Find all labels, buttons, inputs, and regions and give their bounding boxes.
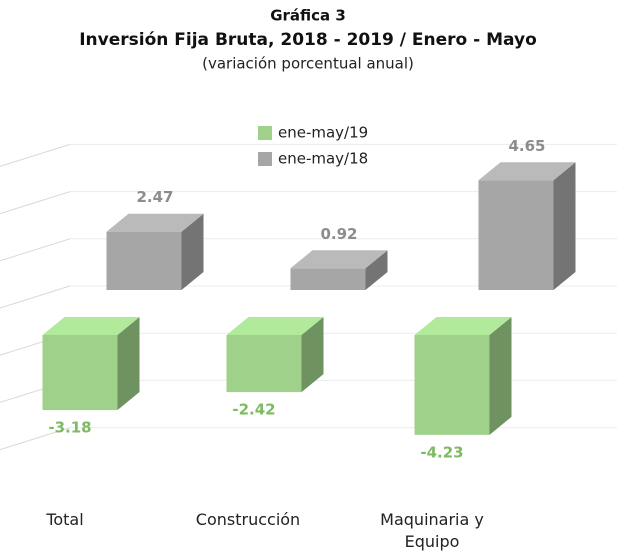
value-label: 0.92: [320, 225, 357, 243]
bar-top: [290, 250, 388, 269]
bar: [290, 268, 366, 290]
x-tick-label: Total: [46, 510, 84, 529]
bar-top: [42, 317, 140, 335]
bar-top: [226, 317, 324, 335]
bar-top: [478, 162, 576, 181]
bar-side: [117, 317, 140, 411]
grid-line: [0, 427, 71, 451]
grid-line: [0, 238, 71, 262]
bar: [478, 180, 554, 290]
value-label: 2.47: [136, 188, 173, 206]
bar-side: [301, 317, 324, 393]
value-label: -2.42: [232, 401, 275, 419]
bar-side: [489, 317, 512, 435]
grid-line: [0, 285, 71, 309]
bar-side: [553, 162, 576, 290]
bar-side: [181, 213, 204, 290]
bar: [414, 335, 490, 435]
value-label: 4.65: [508, 137, 545, 155]
value-label: -4.23: [420, 443, 463, 461]
chart-title: Gráfica 3: [270, 7, 346, 25]
x-tick-label: Construcción: [195, 510, 301, 529]
x-tick-label: Maquinaria y Equipo: [380, 510, 484, 551]
value-label: -3.18: [48, 419, 91, 437]
grid-line: [0, 143, 71, 167]
legend-label: ene-may/19: [278, 124, 368, 142]
bar-top: [106, 213, 204, 232]
legend-swatch: [258, 126, 272, 140]
chart-note: (variación porcentual anual): [202, 55, 414, 73]
bar: [42, 335, 118, 411]
legend-label: ene-may/18: [278, 150, 368, 168]
bar-top: [414, 317, 512, 335]
chart-subtitle: Inversión Fija Bruta, 2018 - 2019 / Ener…: [79, 30, 537, 50]
bar-side: [365, 250, 388, 290]
legend-swatch: [258, 152, 272, 166]
bar: [106, 231, 182, 290]
bar: [226, 335, 302, 393]
grid-line: [0, 191, 71, 215]
